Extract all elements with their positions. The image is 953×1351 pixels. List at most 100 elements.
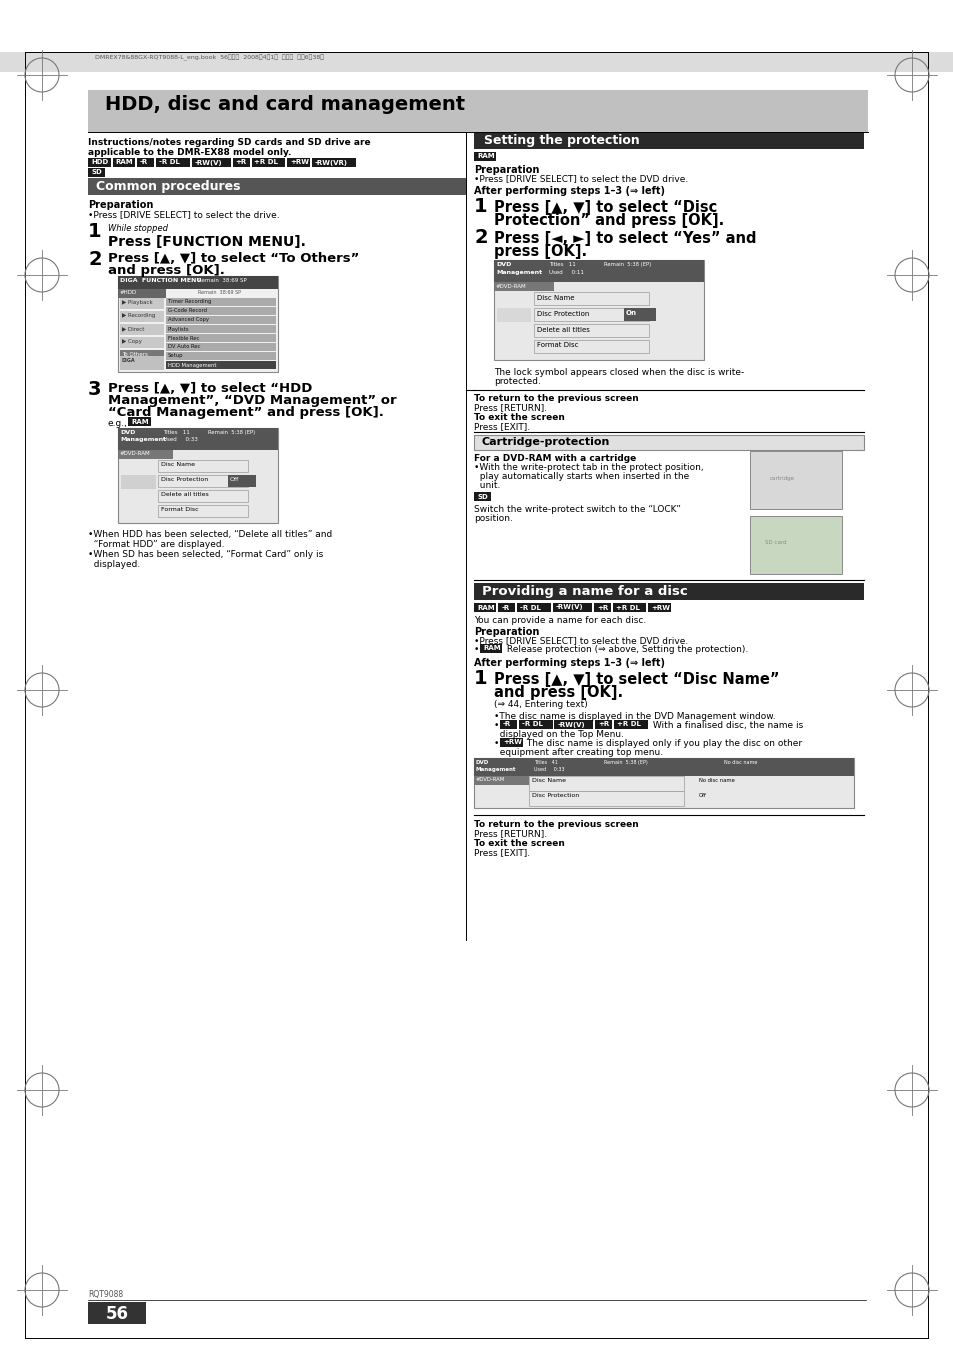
Bar xyxy=(534,340,648,353)
Bar xyxy=(252,158,285,168)
Text: Disc Name: Disc Name xyxy=(161,462,194,467)
Bar xyxy=(166,299,275,305)
Bar xyxy=(118,428,277,523)
Bar xyxy=(118,289,166,299)
Bar xyxy=(118,450,172,459)
Bar xyxy=(595,720,612,730)
Text: -R: -R xyxy=(501,604,509,611)
Text: #DVD-RAM: #DVD-RAM xyxy=(120,451,151,457)
Bar xyxy=(474,492,491,501)
Bar xyxy=(479,644,502,653)
Text: SD: SD xyxy=(476,493,487,500)
Text: •Press [DRIVE SELECT] to select the DVD drive.: •Press [DRIVE SELECT] to select the DVD … xyxy=(474,636,687,644)
Bar xyxy=(474,584,863,600)
Text: 56: 56 xyxy=(106,1305,129,1323)
Text: To return to the previous screen: To return to the previous screen xyxy=(474,820,639,830)
Text: Remain  5:38 (EP): Remain 5:38 (EP) xyxy=(208,430,255,435)
Text: Format Disc: Format Disc xyxy=(537,343,578,349)
Text: Timer Recording: Timer Recording xyxy=(168,300,212,304)
Text: 3: 3 xyxy=(88,380,101,399)
Text: -RW(VR): -RW(VR) xyxy=(314,159,347,166)
Text: Setting the protection: Setting the protection xyxy=(483,134,639,147)
Text: RAM: RAM xyxy=(476,154,494,159)
Text: applicable to the DMR-EX88 model only.: applicable to the DMR-EX88 model only. xyxy=(88,149,291,157)
Bar xyxy=(166,326,275,332)
Text: On: On xyxy=(625,309,637,316)
Text: +RW: +RW xyxy=(290,159,309,166)
Bar xyxy=(0,51,953,72)
Text: Remain  38:69 SP: Remain 38:69 SP xyxy=(198,290,241,295)
Text: Remain  38:69 SP: Remain 38:69 SP xyxy=(198,278,247,282)
Text: Off: Off xyxy=(699,793,706,798)
Text: Used     0:33: Used 0:33 xyxy=(163,436,197,442)
Text: Protection” and press [OK].: Protection” and press [OK]. xyxy=(494,213,723,228)
Text: ▶ Direct: ▶ Direct xyxy=(122,326,144,331)
Text: +R: +R xyxy=(235,159,247,166)
Bar xyxy=(118,428,277,450)
Text: •When SD has been selected, “Format Card” only is: •When SD has been selected, “Format Card… xyxy=(88,550,323,559)
Text: equipment after creating top menu.: equipment after creating top menu. xyxy=(494,748,662,757)
Text: Advanced Copy: Advanced Copy xyxy=(168,317,209,323)
Bar xyxy=(120,357,164,370)
Text: Press [EXIT].: Press [EXIT]. xyxy=(474,848,530,857)
Bar xyxy=(118,276,277,289)
Text: cartridge: cartridge xyxy=(769,476,794,481)
Text: You can provide a name for each disc.: You can provide a name for each disc. xyxy=(474,616,645,626)
Text: Common procedures: Common procedures xyxy=(96,180,240,193)
Bar xyxy=(192,158,231,168)
Bar xyxy=(120,311,164,322)
Text: Release protection (⇒ above, Setting the protection).: Release protection (⇒ above, Setting the… xyxy=(504,644,748,654)
Bar xyxy=(120,299,164,309)
Text: While stopped: While stopped xyxy=(108,224,168,232)
Text: unit.: unit. xyxy=(474,481,500,490)
Text: position.: position. xyxy=(474,513,513,523)
Bar xyxy=(120,324,164,335)
Bar xyxy=(158,505,248,517)
Text: +RW: +RW xyxy=(502,739,521,746)
Text: To exit the screen: To exit the screen xyxy=(474,413,564,422)
Text: e.g.,: e.g., xyxy=(108,419,128,428)
Text: RAM: RAM xyxy=(131,419,149,424)
Text: Playlists: Playlists xyxy=(168,327,190,331)
Text: Format Disc: Format Disc xyxy=(161,507,198,512)
Bar xyxy=(88,168,105,177)
Text: SD: SD xyxy=(91,169,102,176)
Bar xyxy=(749,451,841,509)
Text: Disc Protection: Disc Protection xyxy=(161,477,208,482)
Bar xyxy=(517,603,551,612)
Bar xyxy=(88,178,465,195)
Text: Press [◄, ►] to select “Yes” and: Press [◄, ►] to select “Yes” and xyxy=(494,231,756,246)
Text: For a DVD-RAM with a cartridge: For a DVD-RAM with a cartridge xyxy=(474,454,636,463)
Bar xyxy=(534,324,648,336)
Text: ▶ Playback: ▶ Playback xyxy=(122,300,152,305)
Bar xyxy=(137,158,153,168)
Bar xyxy=(474,153,496,161)
Text: •Press [DRIVE SELECT] to select the DVD drive.: •Press [DRIVE SELECT] to select the DVD … xyxy=(474,174,687,182)
Text: -RW(V): -RW(V) xyxy=(556,604,583,611)
Text: Disc Name: Disc Name xyxy=(532,778,565,784)
Text: RAM: RAM xyxy=(482,646,500,651)
Text: Disc Protection: Disc Protection xyxy=(537,311,589,316)
Text: and press [OK].: and press [OK]. xyxy=(494,685,622,700)
Text: and press [OK].: and press [OK]. xyxy=(108,263,225,277)
Text: G-Code Record: G-Code Record xyxy=(168,308,207,313)
Bar xyxy=(534,308,648,322)
Bar xyxy=(166,334,275,342)
Text: HDD Management: HDD Management xyxy=(168,362,216,367)
Text: Titles   41: Titles 41 xyxy=(534,761,558,765)
Text: Flexible Rec: Flexible Rec xyxy=(168,335,199,340)
Text: Press [EXIT].: Press [EXIT]. xyxy=(474,422,530,431)
Text: Setup: Setup xyxy=(168,354,183,358)
Text: #HDD: #HDD xyxy=(120,290,137,295)
Text: Switch the write-protect switch to the “LOCK”: Switch the write-protect switch to the “… xyxy=(474,505,680,513)
Text: DIGA: DIGA xyxy=(122,358,135,363)
Text: -RW(V): -RW(V) xyxy=(557,721,584,727)
Text: -R DL: -R DL xyxy=(520,604,540,611)
Bar xyxy=(534,292,648,305)
Text: protected.: protected. xyxy=(494,377,540,386)
Text: After performing steps 1–3 (⇒ left): After performing steps 1–3 (⇒ left) xyxy=(474,658,664,667)
Bar xyxy=(614,720,647,730)
Text: Management”, “DVD Management” or: Management”, “DVD Management” or xyxy=(108,394,396,407)
Text: •Press [DRIVE SELECT] to select the drive.: •Press [DRIVE SELECT] to select the driv… xyxy=(88,209,279,219)
Text: To exit the screen: To exit the screen xyxy=(474,839,564,848)
